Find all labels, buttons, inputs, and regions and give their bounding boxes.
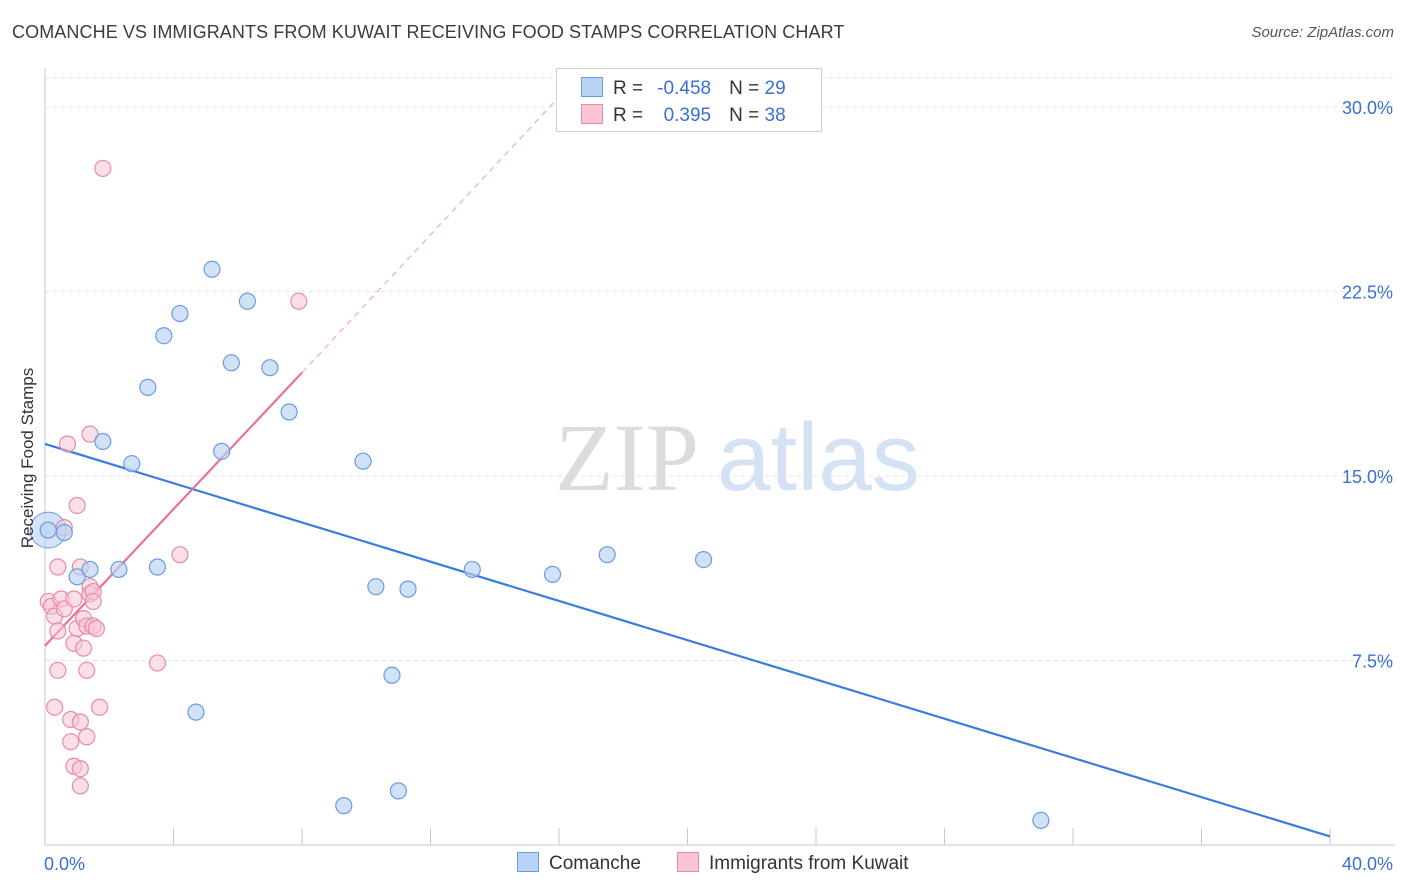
- comanche-point: [463, 560, 481, 579]
- kuwait-point: [84, 592, 102, 611]
- comanche-swatch: [581, 77, 603, 97]
- data-points: [29, 159, 1050, 829]
- comanche-point: [280, 403, 298, 421]
- x-tick-label: 40.0%: [1342, 854, 1393, 874]
- watermark-zip: ZIP: [555, 404, 699, 511]
- kuwait-trend-extension: [301, 96, 560, 374]
- legend-row-kuwait: R = 0.395 N = 38: [581, 104, 786, 128]
- comanche-point: [238, 292, 256, 310]
- chart-title: COMANCHE VS IMMIGRANTS FROM KUWAIT RECEI…: [12, 22, 845, 42]
- kuwait-legend-label: Immigrants from Kuwait: [709, 853, 909, 874]
- kuwait-swatch: [581, 104, 603, 124]
- comanche-point: [187, 703, 205, 721]
- comanche-trend-line: [44, 442, 1331, 838]
- comanche-point: [110, 560, 128, 579]
- kuwait-point: [78, 661, 96, 679]
- comanche-point: [55, 523, 73, 542]
- comanche-point: [222, 354, 240, 372]
- kuwait-point: [71, 777, 89, 795]
- kuwait-point: [68, 496, 86, 515]
- y-tick-label: 7.5%: [1352, 651, 1393, 671]
- comanche-point: [399, 580, 417, 598]
- kuwait-point: [49, 558, 67, 576]
- legend-row-comanche: R = -0.458 N = 29: [581, 77, 786, 101]
- comanche-point: [123, 455, 141, 473]
- comanche-point: [354, 452, 372, 470]
- comanche-legend-label: Comanche: [549, 853, 641, 874]
- comanche-point: [543, 565, 562, 583]
- kuwait-point: [74, 639, 93, 657]
- comanche-point: [367, 578, 385, 596]
- comanche-point: [148, 558, 167, 576]
- kuwait-point: [171, 546, 189, 564]
- x-tick-label: 0.0%: [44, 854, 85, 874]
- kuwait-point: [49, 622, 67, 640]
- kuwait-point: [49, 661, 67, 679]
- legend-r-label: R =: [613, 105, 644, 126]
- y-tick-label: 22.5%: [1342, 282, 1393, 302]
- legend-r-label: R =: [613, 78, 644, 99]
- kuwait-point: [91, 698, 109, 716]
- comanche-point: [94, 432, 112, 451]
- tick-labels: 7.5% 15.0% 22.5% 30.0% 0.0% 40.0%: [44, 98, 1393, 874]
- legend-n-value: 29: [764, 78, 786, 99]
- bottom-legend-comanche: Comanche: [517, 852, 641, 875]
- comanche-point: [261, 359, 279, 377]
- kuwait-point: [148, 654, 167, 672]
- comanche-point: [68, 568, 86, 586]
- source-label: Source: ZipAtlas.com: [1251, 24, 1394, 41]
- legend-n-label: N =: [729, 78, 760, 99]
- kuwait-point: [71, 713, 89, 731]
- comanche-point: [81, 560, 99, 579]
- comanche-point: [694, 551, 713, 569]
- comanche-point: [203, 260, 221, 278]
- kuwait-point: [94, 159, 112, 178]
- kuwait-point: [290, 292, 308, 310]
- comanche-point: [598, 546, 616, 564]
- comanche-point: [1032, 811, 1050, 829]
- kuwait-point: [46, 698, 64, 716]
- kuwait-point: [65, 590, 83, 608]
- kuwait-point: [87, 619, 106, 638]
- comanche-point: [383, 666, 401, 684]
- bottom-legend-kuwait: Immigrants from Kuwait: [677, 852, 909, 875]
- watermark-atlas: atlas: [717, 404, 920, 511]
- kuwait-point: [81, 425, 99, 443]
- kuwait-legend-swatch: [677, 852, 699, 872]
- legend-n-label: N =: [729, 105, 760, 126]
- gridlines: [45, 77, 1395, 661]
- correlation-legend: R = -0.458 N = 29 R = 0.395 N = 38: [556, 68, 822, 132]
- kuwait-point: [71, 760, 89, 778]
- legend-r-value: -0.458: [657, 78, 712, 99]
- comanche-legend-swatch: [517, 852, 539, 872]
- comanche-point: [389, 782, 407, 800]
- kuwait-point: [58, 435, 77, 453]
- legend-r-value: 0.395: [663, 105, 712, 126]
- comanche-point: [335, 797, 353, 815]
- axes: [44, 68, 1395, 846]
- comanche-point: [155, 327, 173, 345]
- y-tick-label: 30.0%: [1342, 98, 1393, 118]
- comanche-point: [171, 304, 189, 323]
- kuwait-point: [78, 728, 96, 746]
- legend-n-value: 38: [764, 105, 786, 126]
- comanche-point: [139, 378, 157, 396]
- comanche-point: [213, 442, 231, 460]
- kuwait-point: [62, 733, 80, 751]
- y-tick-label: 15.0%: [1342, 467, 1393, 487]
- comanche-point: [39, 521, 57, 539]
- y-axis-title: Receiving Food Stamps: [18, 368, 37, 548]
